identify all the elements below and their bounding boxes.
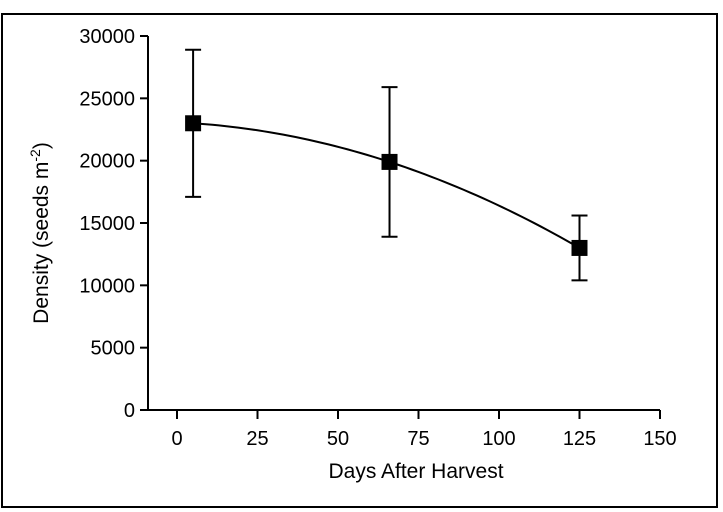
chart-frame (1, 13, 718, 508)
axes (140, 35, 661, 419)
x-tick-label: 25 (246, 428, 268, 450)
x-tick-label: 50 (327, 428, 349, 450)
x-tick-label: 150 (643, 428, 676, 450)
y-tick-label: 30000 (79, 26, 135, 48)
y-tick-label: 5000 (91, 338, 136, 360)
data-point (571, 239, 588, 256)
data-points (185, 115, 588, 256)
y-axis-title: Density (seeds m-2) (27, 142, 53, 324)
y-tick-label: 10000 (79, 275, 135, 297)
error-bars (185, 48, 588, 282)
y-tick-label: 25000 (79, 88, 135, 110)
fit-curve-layer (193, 122, 580, 249)
x-tick-label: 125 (563, 428, 596, 450)
y-tick-label: 20000 (79, 151, 135, 173)
y-axis-title-superscript: -2 (27, 149, 43, 162)
y-tick-label: 0 (124, 400, 135, 422)
tick-labels: 0 5000 10000 15000 20000 25000 30000 0 25 50 75 100… (79, 26, 676, 450)
x-tick-label: 100 (482, 428, 515, 450)
data-point (185, 115, 202, 132)
x-tick-label: 0 (171, 428, 182, 450)
y-axis-title-close: ) (30, 142, 53, 149)
data-point (381, 153, 398, 170)
y-axis-title-main: Density (seeds m (30, 162, 53, 324)
x-axis-title: Days After Harvest (328, 460, 503, 483)
fit-curve (193, 122, 580, 249)
y-tick-label: 15000 (79, 213, 135, 235)
x-tick-label: 75 (407, 428, 429, 450)
